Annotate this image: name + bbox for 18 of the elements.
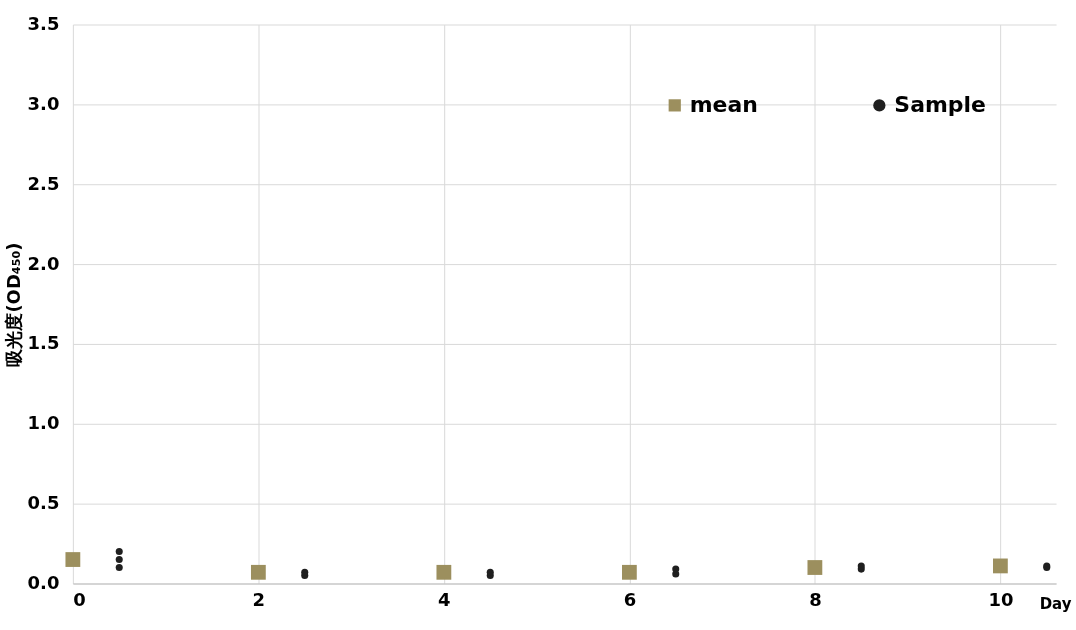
x-tick-label: 2	[252, 588, 266, 610]
y-tick-label: 0.5	[27, 492, 60, 514]
y-axis-title: 吸光度(OD₄₅₀)	[2, 242, 24, 367]
x-tick-label: 0	[73, 588, 86, 610]
y-tick-label: 3.0	[27, 92, 60, 114]
x-tick-label: 6	[623, 588, 637, 610]
x-tick-label: 8	[809, 588, 822, 610]
y-tick-label: 3.5	[27, 13, 60, 35]
y-tick-label: 0.0	[27, 571, 60, 593]
legend-label: Sample	[894, 92, 986, 118]
y-tick-label: 1.0	[27, 412, 60, 434]
y-tick-label: 1.5	[27, 332, 60, 354]
x-tick-label: 4	[438, 588, 451, 610]
x-tick-label: 10	[988, 588, 1014, 610]
y-tick-label: 2.0	[27, 252, 60, 274]
x-axis-title: Day	[1039, 594, 1072, 613]
y-tick-label: 2.5	[27, 172, 60, 194]
legend-label: mean	[689, 92, 758, 118]
